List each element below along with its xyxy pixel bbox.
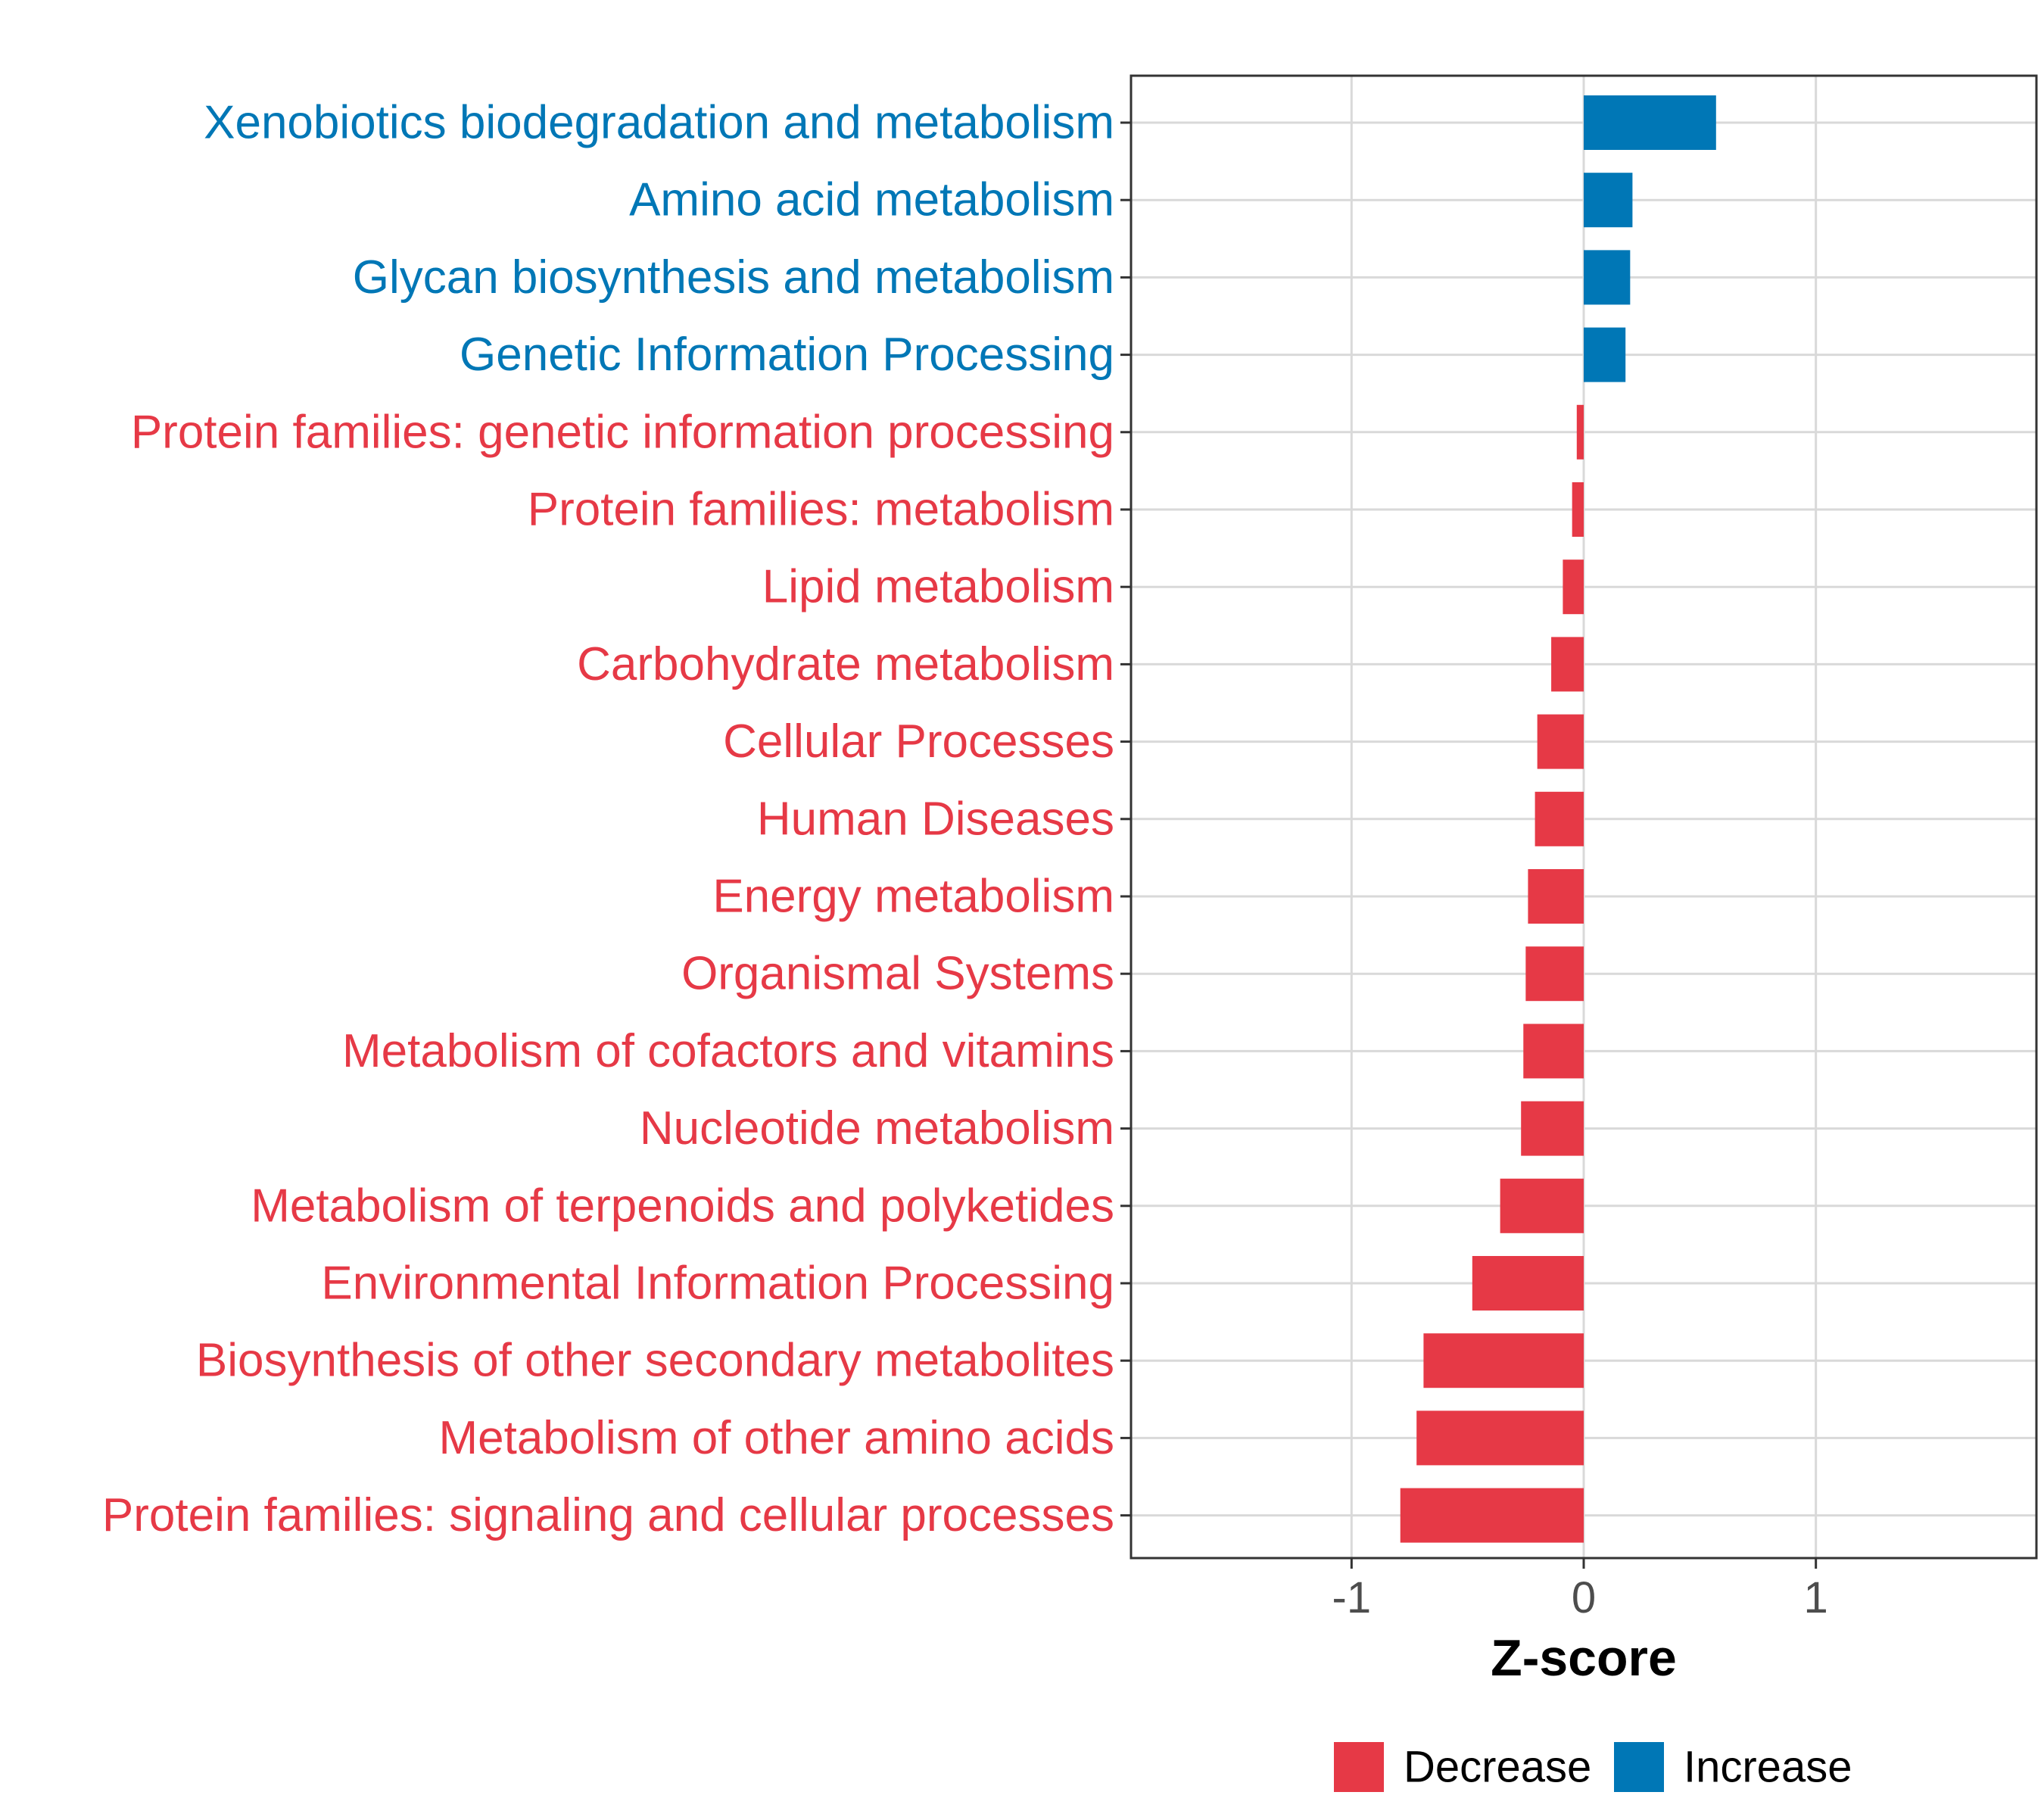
bar bbox=[1521, 1101, 1584, 1156]
bar bbox=[1528, 869, 1584, 924]
legend-swatch bbox=[1334, 1742, 1384, 1792]
category-label: Protein families: metabolism bbox=[528, 484, 1114, 536]
bar bbox=[1525, 946, 1584, 1002]
category-label: Biosynthesis of other secondary metaboli… bbox=[196, 1335, 1114, 1387]
bar bbox=[1535, 791, 1584, 846]
legend-label: Increase bbox=[1684, 1743, 1852, 1792]
category-label: Lipid metabolism bbox=[762, 561, 1114, 613]
category-label: Energy metabolism bbox=[712, 871, 1114, 923]
bar bbox=[1537, 714, 1584, 769]
bar bbox=[1551, 637, 1584, 692]
category-label: Protein families: genetic information pr… bbox=[131, 406, 1114, 458]
bar bbox=[1400, 1488, 1584, 1543]
category-label: Amino acid metabolism bbox=[629, 174, 1114, 226]
bar bbox=[1584, 173, 1633, 228]
bar bbox=[1423, 1333, 1584, 1388]
category-label: Glycan biosynthesis and metabolism bbox=[353, 251, 1114, 304]
category-label: Carbohydrate metabolism bbox=[577, 638, 1114, 690]
bar bbox=[1572, 482, 1584, 537]
category-label: Human Diseases bbox=[757, 793, 1114, 845]
category-label: Genetic Information Processing bbox=[460, 329, 1114, 381]
bar bbox=[1584, 250, 1631, 305]
category-label: Protein families: signaling and cellular… bbox=[102, 1489, 1114, 1541]
bar bbox=[1416, 1410, 1584, 1466]
bar bbox=[1584, 95, 1716, 150]
bar bbox=[1584, 327, 1626, 382]
bar bbox=[1500, 1178, 1584, 1233]
category-label: Nucleotide metabolism bbox=[640, 1102, 1114, 1155]
category-label: Environmental Information Processing bbox=[321, 1258, 1114, 1310]
x-tick-label: 0 bbox=[1572, 1573, 1596, 1622]
category-label: Metabolism of cofactors and vitamins bbox=[342, 1025, 1114, 1077]
legend-swatch bbox=[1614, 1742, 1664, 1792]
bar bbox=[1576, 404, 1584, 460]
category-label: Metabolism of other amino acids bbox=[438, 1412, 1114, 1464]
bar bbox=[1563, 559, 1584, 615]
bar bbox=[1523, 1024, 1584, 1079]
category-label: Xenobiotics biodegradation and metabolis… bbox=[204, 97, 1114, 149]
category-label: Cellular Processes bbox=[723, 715, 1114, 768]
category-label: Organismal Systems bbox=[681, 948, 1114, 1000]
bar bbox=[1472, 1256, 1584, 1311]
x-tick-label: 1 bbox=[1804, 1573, 1828, 1622]
x-axis-title: Z-score bbox=[1491, 1629, 1677, 1687]
legend-label: Decrease bbox=[1404, 1743, 1591, 1792]
x-tick-label: -1 bbox=[1332, 1573, 1372, 1622]
category-label: Metabolism of terpenoids and polyketides bbox=[251, 1180, 1114, 1232]
